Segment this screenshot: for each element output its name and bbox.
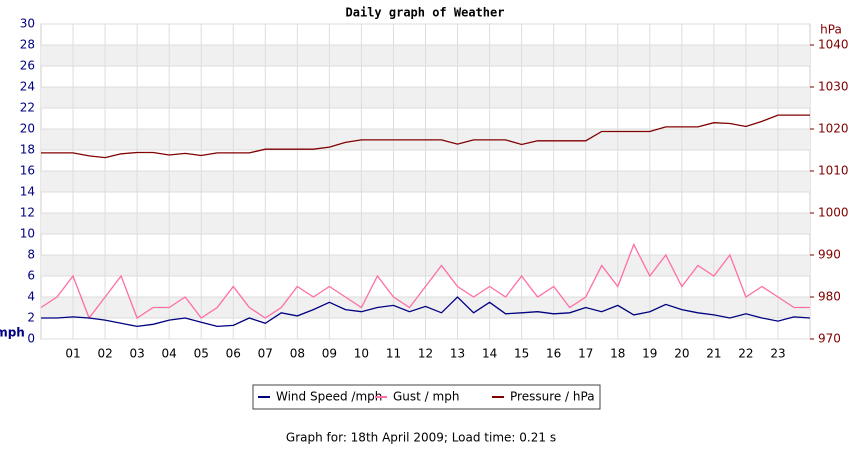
y2-tick-label: 1040 — [818, 38, 849, 52]
x-tick-label: 23 — [770, 347, 785, 361]
y2-tick-label: 970 — [818, 332, 841, 346]
y2-axis-label: hPa — [820, 23, 842, 37]
x-tick-label: 14 — [482, 347, 497, 361]
legend-box — [252, 384, 601, 410]
y-tick-label: 12 — [20, 206, 35, 220]
y2-tick-label: 1030 — [818, 80, 849, 94]
y-tick-label: 6 — [27, 269, 35, 283]
x-tick-label: 16 — [546, 347, 561, 361]
x-tick-label: 01 — [65, 347, 80, 361]
y-tick-label: 10 — [20, 227, 35, 241]
x-tick-label: 07 — [258, 347, 273, 361]
y2-tick-label: 980 — [818, 290, 841, 304]
x-tick-label: 06 — [226, 347, 241, 361]
footer: Graph for: 18th April 2009; Load time: 0… — [286, 431, 556, 445]
x-tick-label: 19 — [642, 347, 657, 361]
x-tick-label: 10 — [354, 347, 369, 361]
x-tick-label: 09 — [322, 347, 337, 361]
y2-tick-label: 990 — [818, 248, 841, 262]
y-tick-label: 16 — [20, 164, 35, 178]
x-tick-label: 02 — [97, 347, 112, 361]
x-tick-label: 20 — [674, 347, 689, 361]
x-tick-label: 04 — [162, 347, 177, 361]
y-tick-label: 14 — [20, 185, 35, 199]
legend-label: Gust / mph — [393, 390, 459, 404]
x-tick-label: 11 — [386, 347, 401, 361]
series-line — [40, 242, 810, 320]
legend-label: Pressure / hPa — [510, 390, 595, 404]
series-line — [41, 296, 811, 328]
y2-tick-label: 1000 — [818, 206, 849, 220]
y-tick-label: 18 — [20, 143, 35, 157]
x-tick-label: 18 — [610, 347, 625, 361]
x-tick-label: 22 — [738, 347, 753, 361]
y-tick-label: 4 — [27, 290, 35, 304]
y-tick-label: 28 — [20, 38, 35, 52]
x-tick-label: 17 — [578, 347, 593, 361]
y-tick-label: 8 — [27, 248, 35, 262]
chart-title: Daily graph of Weather — [346, 6, 505, 20]
x-tick-label: 08 — [290, 347, 305, 361]
y-tick-label: 20 — [20, 122, 35, 136]
x-tick-label: 21 — [706, 347, 721, 361]
y2-tick-label: 1020 — [818, 122, 849, 136]
y2-tick-label: 1010 — [818, 164, 849, 178]
y-tick-label: 26 — [20, 59, 35, 73]
legend-label: Wind Speed /mph — [276, 390, 382, 404]
y-axis-label: mph — [0, 326, 25, 340]
y-tick-label: 30 — [20, 17, 35, 31]
series-line — [41, 114, 810, 159]
y-tick-label: 24 — [20, 80, 35, 94]
y-tick-label: 0 — [27, 332, 35, 346]
x-tick-label: 15 — [514, 347, 529, 361]
y-tick-label: 22 — [20, 101, 35, 115]
x-tick-label: 13 — [450, 347, 465, 361]
x-tick-label: 05 — [194, 347, 209, 361]
x-tick-label: 12 — [418, 347, 433, 361]
x-tick-label: 03 — [129, 347, 144, 361]
y-tick-label: 2 — [27, 311, 35, 325]
